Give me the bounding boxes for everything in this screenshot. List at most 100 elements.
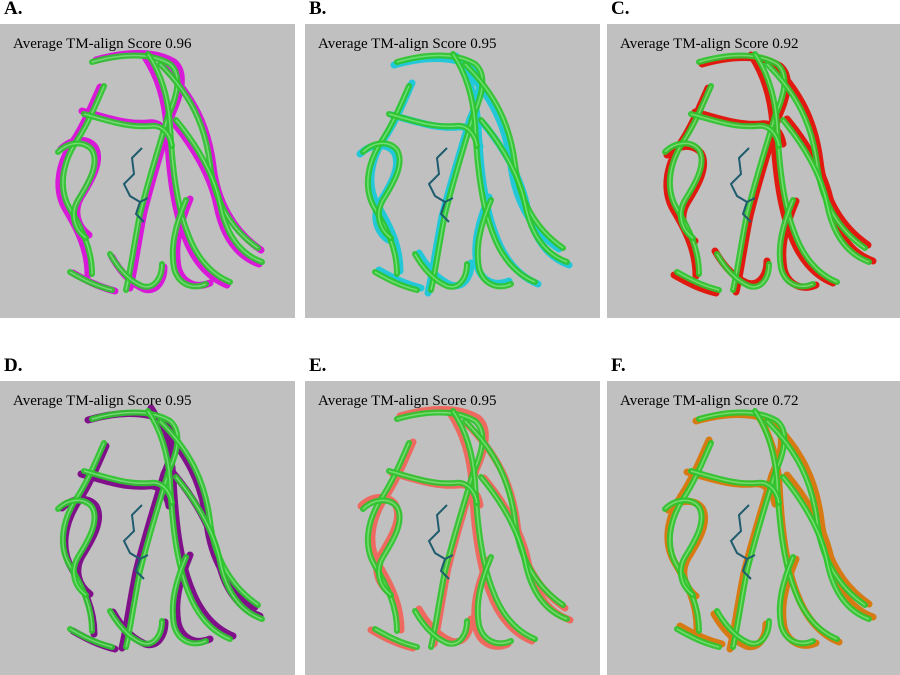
ribbon-highlight — [69, 271, 113, 291]
ribbon-highlight — [754, 410, 838, 640]
ribbon-highlight — [480, 476, 568, 620]
ligand-stick — [122, 504, 149, 580]
ribbon-highlight — [414, 610, 468, 645]
ribbon-highlight — [464, 63, 564, 249]
ribbon-highlight — [374, 628, 418, 648]
ribbon-highlight — [147, 410, 231, 640]
reference-ribbon — [145, 408, 233, 642]
ribbon-highlight — [480, 119, 568, 263]
score-label: Average TM-align Score 0.95 — [13, 393, 192, 409]
panel-b: B. Average TM-align Score 0.95 — [305, 0, 600, 318]
ribbon-highlight — [716, 253, 770, 288]
ribbon-group — [357, 406, 574, 652]
panel-label: D. — [4, 355, 23, 376]
structure-view: Average TM-align Score 0.96 — [0, 24, 295, 318]
ribbon-highlight — [414, 253, 468, 288]
ligand-stick — [729, 504, 756, 580]
panel-a: A. Average TM-align Score 0.96 — [0, 0, 295, 318]
ribbon-highlight — [388, 470, 478, 504]
ribbon-highlight — [476, 556, 512, 645]
ribbon-highlight — [175, 476, 263, 620]
ribbon-highlight — [159, 420, 259, 606]
ribbon-highlight — [175, 119, 263, 263]
ribbon-highlight — [690, 113, 780, 147]
ribbon-group — [662, 408, 877, 653]
ribbon-highlight — [664, 142, 703, 239]
ribbon-highlight — [69, 628, 113, 648]
ribbon-group — [662, 51, 877, 297]
panel-c: C. Average TM-align Score 0.92 — [607, 0, 900, 318]
structure-view: Average TM-align Score 0.95 — [305, 381, 600, 675]
ribbon-highlight — [171, 199, 207, 288]
ribbon-highlight — [782, 119, 870, 263]
ribbon-highlight — [159, 63, 259, 249]
panel-f: F. Average TM-align Score 0.72 — [607, 355, 900, 675]
ribbon-highlight — [171, 556, 207, 645]
structure-view: Average TM-align Score 0.72 — [607, 381, 900, 675]
ligand-stick — [122, 147, 149, 223]
structure-view: Average TM-align Score 0.92 — [607, 24, 900, 318]
ribbon-highlight — [754, 53, 838, 283]
score-label: Average TM-align Score 0.95 — [318, 36, 497, 52]
ribbon-highlight — [676, 271, 720, 291]
ligand-stick — [427, 504, 454, 580]
model-ribbon — [747, 51, 837, 287]
model-ribbon — [783, 115, 877, 265]
panel-label: B. — [309, 0, 327, 19]
ribbon-highlight — [782, 476, 870, 620]
ribbon-highlight — [778, 556, 814, 645]
reference-ribbon — [714, 608, 772, 647]
panel-label: A. — [4, 0, 23, 19]
structure-view: Average TM-align Score 0.95 — [305, 24, 600, 318]
panel-label: C. — [611, 0, 630, 19]
ribbon-highlight — [147, 53, 231, 283]
score-label: Average TM-align Score 0.95 — [318, 393, 497, 409]
ribbon-highlight — [690, 470, 780, 504]
ribbon-highlight — [452, 53, 536, 283]
model-ribbon — [141, 53, 231, 289]
protein-structure-illustration — [662, 51, 877, 297]
model-ribbon — [676, 622, 726, 648]
ribbon-highlight — [57, 142, 96, 239]
ribbon-highlight — [362, 142, 401, 239]
ribbon-group — [55, 404, 265, 653]
protein-structure-illustration — [357, 406, 574, 652]
protein-structure-illustration — [55, 404, 265, 653]
ribbon-highlight — [83, 113, 173, 147]
ribbon-highlight — [676, 628, 720, 648]
model-ribbon — [783, 471, 877, 621]
ribbon-group — [356, 51, 573, 297]
ribbon-highlight — [716, 610, 770, 645]
ribbon-highlight — [476, 199, 512, 288]
protein-structure-illustration — [662, 408, 877, 653]
ligand-stick — [427, 147, 454, 223]
panel-e: E. Average TM-align Score 0.95 — [305, 355, 600, 675]
protein-structure-illustration — [55, 50, 265, 295]
score-label: Average TM-align Score 0.96 — [13, 36, 192, 52]
ribbon-highlight — [362, 499, 401, 596]
score-label: Average TM-align Score 0.72 — [620, 393, 799, 409]
ligand-stick — [729, 147, 756, 223]
ribbon-highlight — [374, 271, 418, 291]
protein-structure-illustration — [356, 51, 573, 297]
model-ribbon — [446, 409, 536, 645]
model-ribbon — [670, 271, 720, 297]
model-ribbon — [766, 57, 872, 249]
ribbon-highlight — [109, 253, 163, 288]
reference-ribbon — [450, 51, 538, 285]
ribbon-highlight — [57, 499, 96, 596]
panel-label: F. — [611, 355, 626, 376]
ribbon-highlight — [766, 420, 866, 606]
model-ribbon — [147, 404, 237, 640]
ribbon-group — [55, 50, 265, 295]
ribbon-highlight — [664, 499, 703, 596]
ribbon-highlight — [464, 420, 564, 606]
ribbon-highlight — [452, 410, 536, 640]
ribbon-highlight — [778, 199, 814, 288]
ribbon-highlight — [109, 610, 163, 645]
panel-label: E. — [309, 355, 327, 376]
model-ribbon — [169, 118, 263, 268]
ribbon-highlight — [388, 113, 478, 147]
ribbon-highlight — [83, 470, 173, 504]
structure-view: Average TM-align Score 0.95 — [0, 381, 295, 675]
